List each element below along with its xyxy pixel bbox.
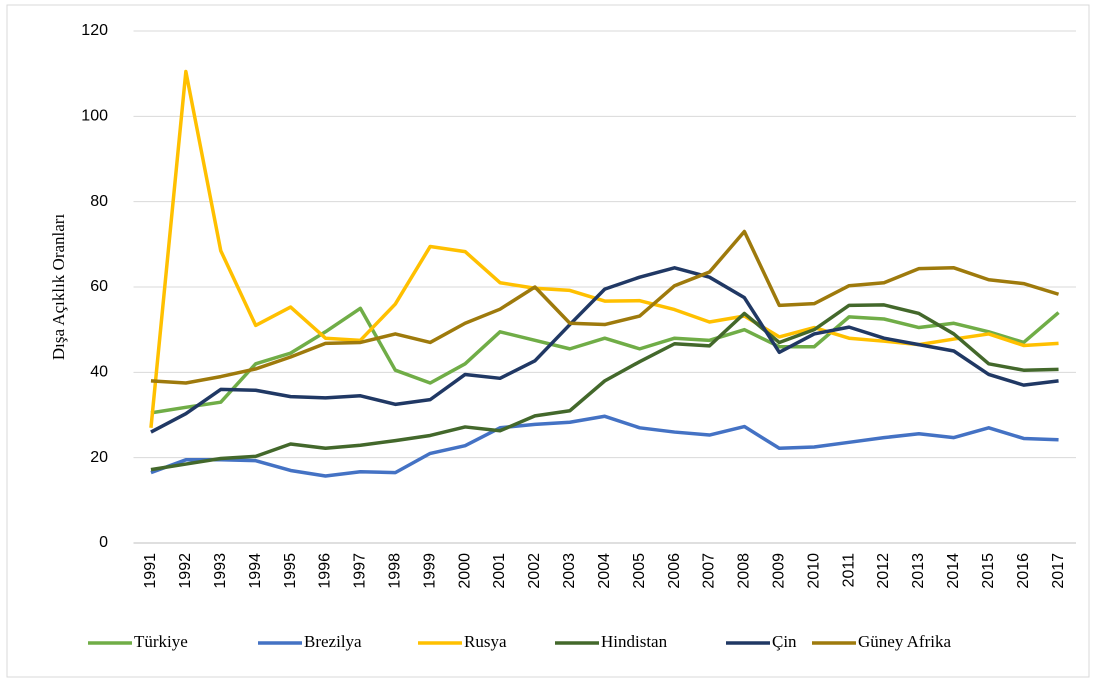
legend-label: Çin xyxy=(772,632,797,651)
x-tick-label: 2013 xyxy=(910,553,927,589)
x-tick-label: 1997 xyxy=(352,553,369,589)
legend-label: Brezilya xyxy=(304,632,362,651)
x-tick-label: 2011 xyxy=(840,553,857,588)
y-tick-label: 40 xyxy=(90,364,108,381)
x-tick-label: 1994 xyxy=(247,553,264,589)
y-tick-label: 120 xyxy=(81,22,108,39)
y-axis-label: Dışa Açıklık Oranları xyxy=(49,214,68,361)
x-tick-label: 2010 xyxy=(805,553,822,589)
y-tick-label: 60 xyxy=(90,278,108,295)
x-tick-label: 1996 xyxy=(317,553,334,589)
x-tick-label: 2005 xyxy=(631,553,648,589)
x-tick-label: 2017 xyxy=(1050,553,1067,589)
y-tick-label: 100 xyxy=(81,108,108,125)
y-tick-label: 0 xyxy=(99,534,108,551)
x-tick-label: 2009 xyxy=(771,553,788,589)
x-tick-label: 1999 xyxy=(421,553,438,589)
legend-label: Hindistan xyxy=(601,632,668,651)
x-tick-label: 2015 xyxy=(980,553,997,589)
x-tick-label: 2001 xyxy=(491,553,508,589)
x-tick-label: 2012 xyxy=(875,553,892,589)
x-tick-label: 2007 xyxy=(701,553,718,589)
x-tick-label: 1995 xyxy=(282,553,299,589)
x-tick-label: 1991 xyxy=(142,553,159,589)
series-line xyxy=(150,306,1060,415)
x-tick-label: 1993 xyxy=(212,553,229,589)
x-tick-label: 1998 xyxy=(387,553,404,589)
series-line xyxy=(150,266,1059,434)
legend-label: Güney Afrika xyxy=(858,632,951,651)
x-tick-label: 2004 xyxy=(596,553,613,589)
series-line xyxy=(150,303,1059,472)
y-tick-label: 20 xyxy=(90,449,108,466)
series-line xyxy=(150,414,1059,478)
x-tick-label: 1992 xyxy=(177,553,194,589)
y-tick-label: 80 xyxy=(90,193,108,210)
x-tick-label: 2006 xyxy=(666,553,683,589)
x-tick-label: 2003 xyxy=(561,553,578,589)
legend-label: Rusya xyxy=(464,632,507,651)
x-tick-label: 2016 xyxy=(1015,553,1032,589)
x-tick-label: 2002 xyxy=(526,553,543,589)
series-line xyxy=(150,229,1060,385)
x-tick-label: 2014 xyxy=(945,553,962,589)
x-tick-label: 2008 xyxy=(736,553,753,589)
x-tick-label: 2000 xyxy=(456,553,473,589)
legend-label: Türkiye xyxy=(134,632,188,651)
